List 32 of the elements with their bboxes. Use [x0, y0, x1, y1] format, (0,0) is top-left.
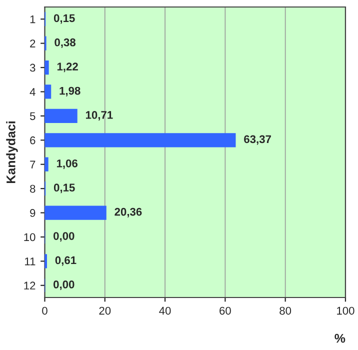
y-tick-label: 4: [30, 88, 36, 96]
data-label: 1,22: [57, 62, 78, 72]
x-tick-label: 20: [99, 306, 111, 315]
y-axis-title: Kandydaci: [6, 122, 18, 184]
data-label: 0,00: [54, 232, 74, 242]
x-tick-label: 100: [337, 306, 354, 315]
data-label: 1,98: [60, 86, 80, 96]
data-label: 20,36: [114, 208, 142, 218]
y-tick-label: 8: [30, 184, 36, 193]
data-label: 10,71: [86, 111, 113, 121]
x-tick-label: 0: [42, 306, 48, 315]
y-tick-label: 12: [24, 282, 36, 290]
y-tick-label: 2: [30, 40, 36, 48]
x-tick-label: 40: [159, 306, 171, 315]
y-tick-label: 7: [30, 160, 36, 168]
y-tick-label: 6: [30, 136, 36, 144]
y-tick-label: 1: [30, 15, 36, 24]
y-tick-label: 3: [30, 64, 36, 72]
data-label: 0,15: [54, 14, 75, 24]
x-tick-label: 60: [220, 306, 231, 315]
y-tick-label: 9: [30, 209, 36, 217]
x-axis-title: %: [334, 334, 346, 343]
x-tick-label: 80: [280, 306, 292, 315]
data-label: 0,00: [54, 280, 74, 290]
data-label: 0,15: [54, 184, 75, 194]
data-label: 63,37: [244, 135, 271, 145]
data-label: 0,61: [55, 256, 76, 266]
data-label: 0,38: [54, 38, 76, 48]
y-tick-label: 10: [24, 233, 36, 242]
y-tick-label: 5: [30, 112, 36, 120]
y-tick-label: 11: [25, 258, 36, 266]
data-label: 1,06: [56, 159, 78, 169]
